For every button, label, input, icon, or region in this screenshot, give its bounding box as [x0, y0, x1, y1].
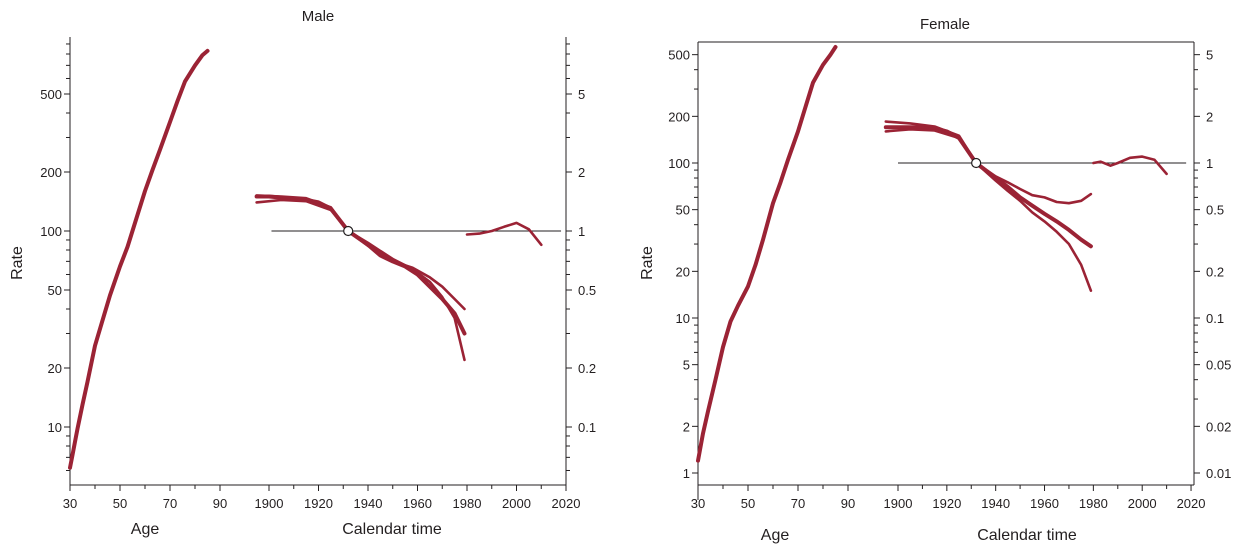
female-x-tick-label: 70 — [791, 496, 805, 511]
male-left-y-tick-label: 200 — [40, 165, 62, 180]
male-x-tick-label: 1900 — [255, 496, 284, 511]
female-right-y-tick-label: 0.2 — [1206, 264, 1224, 279]
male-reference-point — [343, 225, 354, 237]
female-x-tick-label: 1920 — [932, 496, 961, 511]
male-x-tick-label: 2020 — [552, 496, 581, 511]
male-x-tick-label: 1940 — [354, 496, 383, 511]
male-series-line-2 — [255, 198, 466, 362]
female-x-tick-label: 1900 — [884, 496, 913, 511]
female-series-line-2 — [884, 128, 1093, 293]
male-right-y-tick-label: 2 — [578, 165, 585, 180]
male-x-tick-label: 1980 — [453, 496, 482, 511]
male-series-line-4 — [465, 221, 543, 247]
female-right-y-tick-label: 1 — [1206, 156, 1213, 171]
male-series — [68, 48, 562, 470]
male-x-tick-label: 30 — [63, 496, 77, 511]
female-x-tick-label: 30 — [691, 496, 705, 511]
female-left-y-tick-label: 50 — [676, 203, 690, 218]
female-y-axis-label: Rate — [639, 246, 656, 280]
male-panel-title: Male — [302, 8, 335, 25]
male-ticks: 30 50 70 90 1900 1920 1940 1960 1980 2000 20201020… — [40, 43, 596, 511]
female-x-tick-label: 1980 — [1079, 496, 1108, 511]
female-ticks: 30 50 70 90 1900 1920 1940 1960 1980 2000 2020 1 2 5 1… — [668, 48, 1231, 511]
male-x-tick-label: 2000 — [502, 496, 531, 511]
male-x-tick-label: 70 — [163, 496, 177, 511]
female-series — [696, 45, 1187, 463]
female-x-tick-label: 50 — [741, 496, 755, 511]
male-left-y-tick-label: 100 — [40, 224, 62, 239]
male-right-y-tick-label: 0.5 — [578, 283, 596, 298]
female-series-line-0 — [696, 45, 838, 463]
female-x-tick-label: 2020 — [1177, 496, 1206, 511]
female-panel: Female Rate Age Calendar time 30 50 70 90 19… — [639, 16, 1231, 544]
female-left-y-tick-label: 200 — [668, 109, 690, 124]
female-right-y-tick-label: 5 — [1206, 48, 1213, 63]
female-left-y-tick-label: 100 — [668, 156, 690, 171]
female-right-y-tick-label: 0.1 — [1206, 311, 1224, 326]
male-x-tick-label: 90 — [213, 496, 227, 511]
male-right-y-tick-label: 0.1 — [578, 420, 596, 435]
male-left-y-tick-label: 10 — [48, 420, 62, 435]
female-left-y-tick-label: 5 — [683, 358, 690, 373]
female-x-tick-label: 1940 — [981, 496, 1010, 511]
female-series-line-1 — [883, 125, 1093, 249]
male-x-tick-label: 1920 — [304, 496, 333, 511]
female-left-y-tick-label: 10 — [676, 311, 690, 326]
male-panel: Male Rate Age Calendar time 30 50 70 90 1900… — [9, 8, 596, 538]
female-right-y-tick-label: 0.05 — [1206, 358, 1231, 373]
female-age-axis-label: Age — [761, 527, 790, 544]
female-left-y-tick-label: 20 — [676, 264, 690, 279]
female-time-axis-label: Calendar time — [977, 527, 1077, 544]
female-right-y-tick-label: 2 — [1206, 109, 1213, 124]
female-series-line-3 — [884, 120, 1093, 205]
male-series-line-0 — [68, 48, 210, 470]
female-right-y-tick-label: 0.5 — [1206, 203, 1224, 218]
female-x-tick-label: 2000 — [1128, 496, 1157, 511]
male-right-y-tick-label: 5 — [578, 87, 585, 102]
male-series-line-1 — [254, 194, 467, 336]
female-series-line-4 — [1092, 155, 1168, 176]
female-right-y-tick-label: 0.01 — [1206, 466, 1231, 481]
female-right-y-tick-label: 0.02 — [1206, 419, 1231, 434]
female-left-y-tick-label: 2 — [683, 419, 690, 434]
male-left-y-tick-label: 20 — [48, 361, 62, 376]
male-age-axis-label: Age — [131, 521, 160, 538]
male-time-axis-label: Calendar time — [342, 521, 442, 538]
male-left-y-tick-label: 50 — [48, 283, 62, 298]
male-x-tick-label: 1960 — [403, 496, 432, 511]
female-x-tick-label: 90 — [841, 496, 855, 511]
male-y-axis-label: Rate — [9, 246, 26, 280]
female-left-y-tick-label: 500 — [668, 48, 690, 63]
male-x-tick-label: 50 — [113, 496, 127, 511]
female-left-y-tick-label: 1 — [683, 466, 690, 481]
male-series-line-3 — [255, 194, 466, 311]
female-x-tick-label: 1960 — [1030, 496, 1059, 511]
male-right-y-tick-label: 0.2 — [578, 361, 596, 376]
female-reference-point — [971, 157, 982, 169]
male-left-y-tick-label: 500 — [40, 87, 62, 102]
male-right-y-tick-label: 1 — [578, 224, 585, 239]
female-panel-title: Female — [920, 16, 970, 33]
